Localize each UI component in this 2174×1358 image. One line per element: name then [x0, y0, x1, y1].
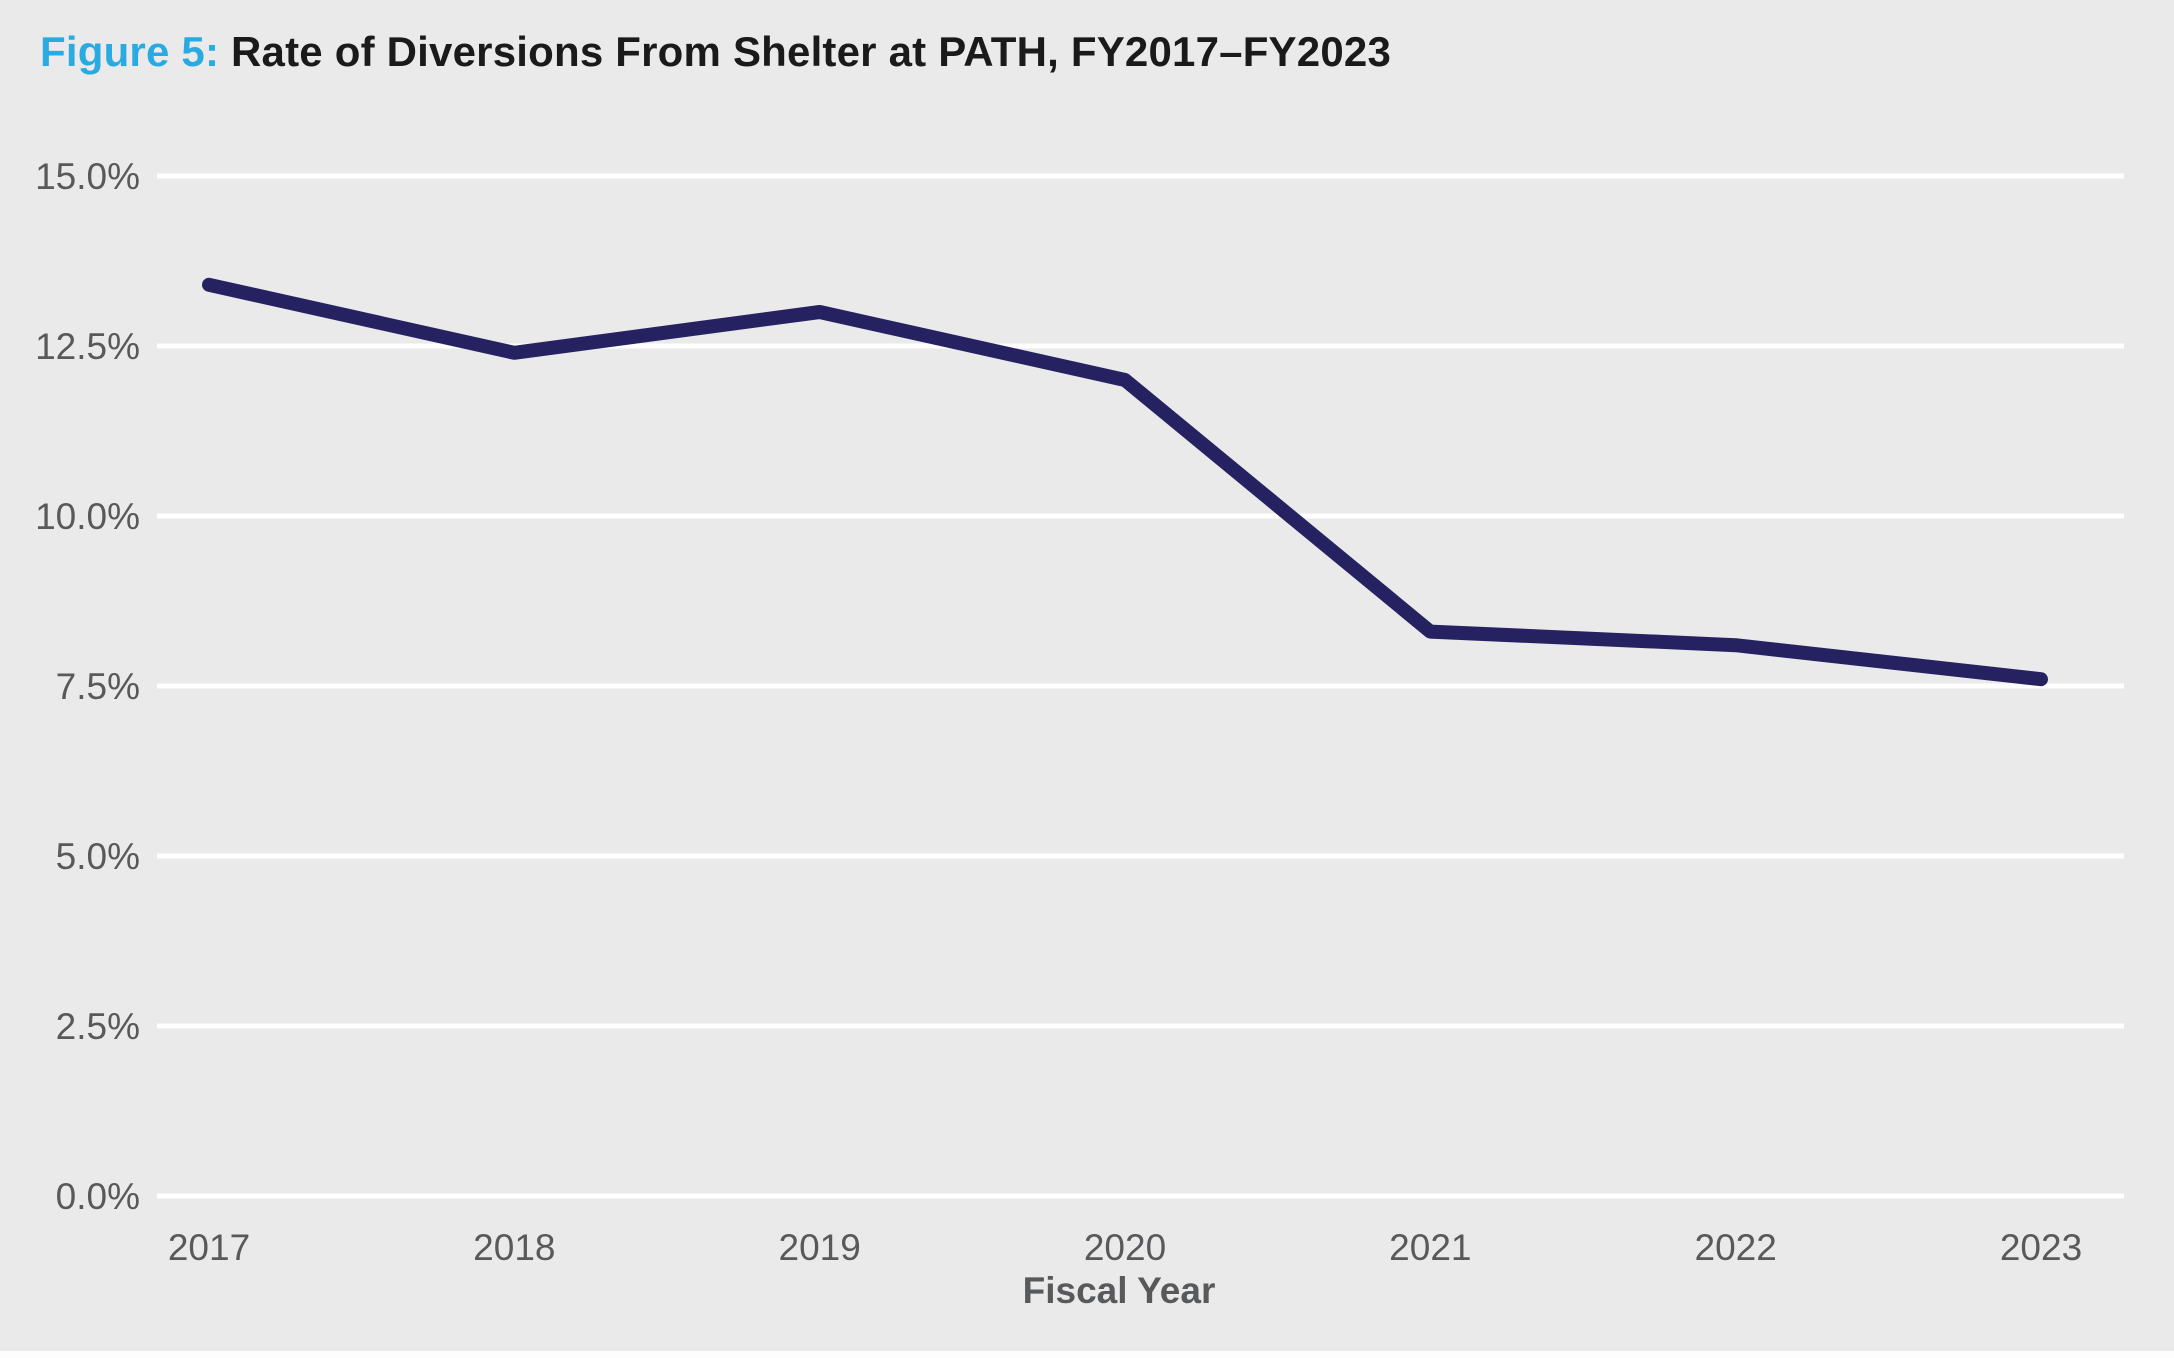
y-tick-label: 0.0% [56, 1176, 140, 1217]
x-tick-label: 2017 [168, 1227, 250, 1268]
y-tick-label: 7.5% [56, 666, 140, 707]
y-tick-label: 12.5% [35, 326, 140, 367]
x-tick-label: 2018 [473, 1227, 555, 1268]
page-bottom-edge [0, 1351, 2174, 1358]
figure-title: Figure 5: Rate of Diversions From Shelte… [40, 28, 1391, 76]
y-tick-label: 15.0% [35, 156, 140, 197]
x-tick-label: 2019 [779, 1227, 861, 1268]
x-tick-label: 2021 [1389, 1227, 1471, 1268]
data-line [202, 277, 2048, 687]
x-tick-label: 2023 [2000, 1227, 2082, 1268]
y-axis-tick-labels: 0.0% 2.5% 5.0% 7.5% 10.0% 12.5% 15.0% [35, 156, 140, 1217]
y-gridlines [157, 173, 2124, 1199]
x-axis-tick-labels: 2017 2018 2019 2020 2021 2022 2023 [168, 1227, 2082, 1268]
x-axis-title: Fiscal Year [1023, 1270, 1216, 1311]
figure-title-text: Rate of Diversions From Shelter at PATH,… [231, 28, 1392, 75]
y-tick-label: 10.0% [35, 496, 140, 537]
figure-number-label: Figure 5: [40, 28, 220, 75]
trend-line-group [202, 277, 2048, 687]
y-tick-label: 5.0% [56, 836, 140, 877]
x-tick-label: 2022 [1695, 1227, 1777, 1268]
x-tick-label: 2020 [1084, 1227, 1166, 1268]
y-tick-label: 2.5% [56, 1006, 140, 1047]
